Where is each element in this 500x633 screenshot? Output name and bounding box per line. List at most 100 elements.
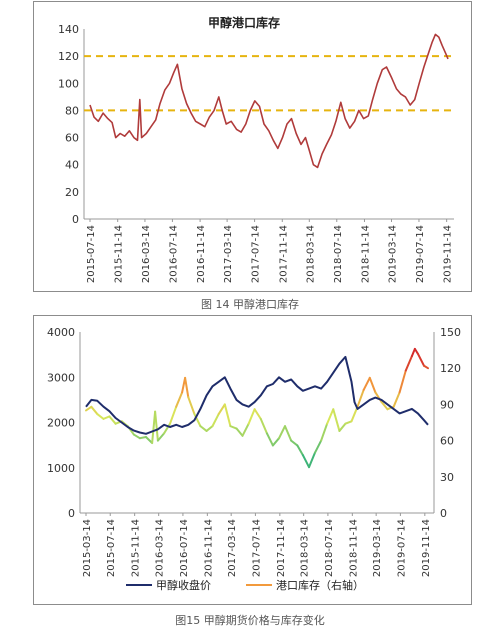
- x-tick-label: 2019-07-14: [415, 225, 426, 283]
- inventory-series-segment: [193, 413, 202, 428]
- x-tick-label: 2019-11-14: [443, 225, 454, 283]
- x-tick-label: 2017-11-14: [278, 225, 289, 283]
- inventory-series-segment: [102, 415, 111, 420]
- inventory-series-segment: [320, 422, 329, 442]
- chart-title: 甲醇港口库存: [208, 15, 280, 30]
- inventory-series-segment: [398, 369, 407, 394]
- x-tick-label: 2015-03-14: [82, 519, 93, 577]
- y2-tick-label: 60: [440, 435, 454, 448]
- inventory-series-segment: [96, 413, 105, 420]
- inventory-series-segment: [175, 391, 184, 408]
- inventory-series-segment: [211, 413, 220, 428]
- inventory-series-segment: [278, 425, 287, 440]
- y-tick-label: 4000: [47, 326, 75, 339]
- x-tick-label: 2019-07-14: [396, 519, 407, 577]
- price-series-line: [85, 355, 429, 435]
- x-tick-label: 2018-03-14: [305, 225, 316, 283]
- x-tick-label: 2016-03-14: [141, 225, 152, 283]
- x-tick-label: 2017-03-14: [227, 519, 238, 577]
- inventory-series-segment: [271, 437, 281, 447]
- inventory-series-segment: [290, 439, 299, 447]
- x-tick-label: 2016-07-14: [179, 519, 190, 577]
- y-tick-label: 1000: [47, 462, 75, 475]
- inventory-series-segment: [229, 425, 238, 430]
- inventory-series-segment: [184, 376, 190, 399]
- y2-tick-label: 0: [440, 507, 447, 520]
- y-tick-label: 0: [68, 507, 75, 520]
- inventory-series-segment: [416, 352, 426, 367]
- inventory-series-segment: [265, 432, 274, 447]
- inventory-series-segment: [247, 408, 256, 425]
- x-tick-label: 2017-11-14: [276, 519, 287, 577]
- inventory-series-segment: [338, 422, 347, 432]
- inventory-series-segment: [404, 355, 413, 372]
- inventory-series-line: [89, 33, 449, 169]
- figure-15-caption: 图15 甲醇期货价格与库存变化: [175, 614, 325, 627]
- inventory-series-segment: [217, 403, 226, 416]
- inventory-series-segment: [253, 408, 262, 420]
- y-tick-label: 140: [58, 23, 79, 36]
- inventory-series-segment: [296, 444, 304, 457]
- x-tick-label: 2019-03-14: [387, 225, 398, 283]
- inventory-series-segment: [313, 439, 323, 454]
- inventory-series-segment: [423, 364, 429, 370]
- legend-inventory-label: 港口库存（右轴）: [276, 578, 364, 592]
- x-tick-label: 2018-07-14: [333, 225, 344, 283]
- inventory-series-segment: [199, 425, 208, 432]
- inventory-series-segment: [301, 454, 311, 469]
- x-tick-label: 2018-11-14: [360, 225, 371, 283]
- inventory-series-segment: [138, 435, 147, 440]
- price-inventory-chart-svg: 0 1000 2000 3000 4000 0 30 60 90 120 150 2015-03-14…: [47, 326, 461, 592]
- inventory-series-segment: [241, 422, 250, 437]
- x-tick-label: 2018-07-14: [324, 519, 335, 577]
- x-tick-label: 2019-03-14: [372, 519, 383, 577]
- y-tick-label: 120: [58, 50, 79, 63]
- x-tick-label: 2016-11-14: [203, 519, 214, 577]
- inventory-series-segment: [205, 425, 214, 432]
- inventory-series-segment: [308, 451, 316, 469]
- x-tick-label: 2016-11-14: [196, 225, 207, 283]
- inventory-series-segment: [85, 405, 93, 412]
- inventory-chart-svg: 0 20 40 60 80 100 120 140 2015-07-14 2015-11-14 20…: [58, 15, 454, 283]
- inventory-series-segment: [284, 425, 293, 442]
- inventory-series-segment: [392, 391, 401, 408]
- inventory-series-segment: [90, 405, 99, 416]
- x-tick-label: 2015-07-14: [106, 519, 117, 577]
- x-tick-label: 2018-03-14: [300, 519, 311, 577]
- inventory-series-segment: [169, 405, 178, 425]
- x-tick-label: 2016-07-14: [168, 225, 179, 283]
- x-tick-label: 2015-11-14: [131, 519, 142, 577]
- inventory-series-segment: [326, 408, 335, 425]
- y-tick-label: 20: [65, 186, 79, 199]
- inventory-series-segment: [154, 410, 159, 442]
- figure-14-caption: 图 14 甲醇港口库存: [201, 298, 299, 311]
- y2-tick-label: 30: [440, 471, 454, 484]
- legend-price-label: 甲醇收盘价: [156, 578, 211, 592]
- inventory-series-segment: [410, 347, 416, 358]
- y2-tick-label: 120: [440, 362, 461, 375]
- inventory-series-segment: [223, 403, 232, 428]
- inventory-series-segment: [132, 433, 141, 440]
- y-tick-label: 0: [72, 213, 79, 226]
- inventory-series-segment: [108, 415, 117, 425]
- inventory-series-segment: [350, 405, 359, 423]
- inventory-series-segment: [332, 408, 341, 432]
- y-tick-label: 60: [65, 132, 79, 145]
- y2-tick-label: 150: [440, 326, 461, 339]
- inventory-series-segment: [187, 396, 196, 416]
- inventory-series-segment: [356, 388, 365, 408]
- y2-tick-label: 90: [440, 398, 454, 411]
- inventory-series-segment: [344, 420, 353, 425]
- inventory-series-segment: [235, 427, 244, 437]
- x-tick-label: 2016-03-14: [155, 519, 166, 577]
- inventory-series-segment: [144, 435, 154, 445]
- y-tick-label: 80: [65, 104, 79, 117]
- price-inventory-chart-panel: 0 1000 2000 3000 4000 0 30 60 90 120 150 2015-03-14…: [33, 315, 472, 605]
- inventory-series-segment: [156, 432, 166, 442]
- x-tick-label: 2017-07-14: [251, 225, 262, 283]
- inventory-series-segment: [362, 376, 371, 391]
- y-tick-label: 2000: [47, 417, 75, 430]
- x-tick-label: 2015-07-14: [86, 225, 97, 283]
- x-tick-label: 2017-03-14: [223, 225, 234, 283]
- inventory-chart-panel: 0 20 40 60 80 100 120 140 2015-07-14 2015-11-14 20…: [33, 1, 472, 292]
